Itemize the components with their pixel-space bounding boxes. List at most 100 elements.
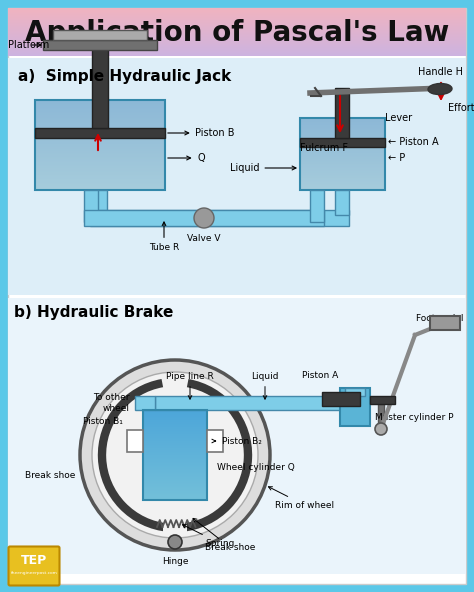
Bar [35,156,165,157]
Bar [300,134,385,135]
Bar [300,161,385,162]
Bar [143,462,207,463]
Bar [335,88,349,138]
Bar [8,15,466,16]
Bar [155,396,340,410]
Bar [143,439,207,440]
Bar [143,475,207,476]
Bar [143,476,207,477]
Bar [143,457,207,458]
Bar [35,160,165,161]
Bar [300,147,385,148]
Bar [35,144,165,145]
Bar [143,477,207,478]
Bar [35,116,165,117]
Bar [8,15,466,17]
Bar [8,37,466,38]
Bar [143,464,207,465]
Bar [143,411,207,412]
Bar [35,107,165,108]
Bar [35,140,165,141]
Bar [430,316,460,330]
Bar [35,113,165,114]
Bar [143,428,207,429]
Bar [300,125,385,126]
Bar [35,139,165,140]
Bar [8,46,466,47]
Bar [143,450,207,451]
Bar [35,122,165,123]
Bar [143,451,207,452]
Text: Handle H: Handle H [418,67,463,77]
Bar [53,30,147,40]
Bar [35,108,165,109]
Text: To other
wheel: To other wheel [93,393,130,413]
Bar [35,136,165,137]
Bar [143,417,207,418]
Bar [300,139,385,140]
Bar [300,173,385,174]
Bar [143,453,207,454]
Circle shape [194,208,214,228]
Bar [300,163,385,164]
Bar [143,434,207,435]
Bar [8,49,466,50]
Bar [300,185,385,186]
Bar [143,486,207,487]
Circle shape [92,372,258,538]
Bar [8,41,466,42]
Bar [300,175,385,176]
Bar [35,115,165,116]
Bar [35,126,165,127]
Bar [143,479,207,480]
Text: Rim of wheel: Rim of wheel [268,487,334,510]
Bar [143,418,207,419]
Text: Q: Q [168,153,205,163]
Bar [35,182,165,183]
Bar [8,44,466,45]
Bar [300,141,385,142]
Bar [300,151,385,152]
Bar [300,127,385,128]
Bar [143,494,207,495]
Bar [143,489,207,490]
Bar [35,124,165,125]
Bar [35,188,165,189]
Bar [35,177,165,178]
Bar [143,447,207,448]
Bar [143,438,207,439]
Bar [35,101,165,102]
Bar [35,164,165,165]
Bar [8,38,466,39]
Bar [8,20,466,21]
Text: Liquid: Liquid [251,372,279,399]
Bar [8,28,466,30]
Bar [35,127,165,128]
Bar [300,182,385,183]
Bar [143,449,207,450]
Text: Pipe line R: Pipe line R [166,372,214,399]
Bar [143,410,207,411]
Text: Valve V: Valve V [187,234,221,243]
Bar [8,21,466,23]
Bar [300,121,385,122]
Bar [300,142,385,143]
Bar [300,135,385,136]
Bar [8,53,466,54]
Bar [35,121,165,122]
Bar [143,460,207,461]
Bar [300,150,385,151]
Bar [300,167,385,168]
Text: TEP: TEP [21,554,47,567]
Bar [300,140,385,141]
Bar [35,180,165,181]
Bar [127,430,143,452]
Bar [143,492,207,493]
Bar [35,138,165,139]
Bar [300,158,385,159]
Bar [143,413,207,414]
Bar [300,189,385,190]
Bar [8,22,466,24]
Text: Break shoe: Break shoe [25,471,75,480]
Text: Tube R: Tube R [149,222,179,252]
